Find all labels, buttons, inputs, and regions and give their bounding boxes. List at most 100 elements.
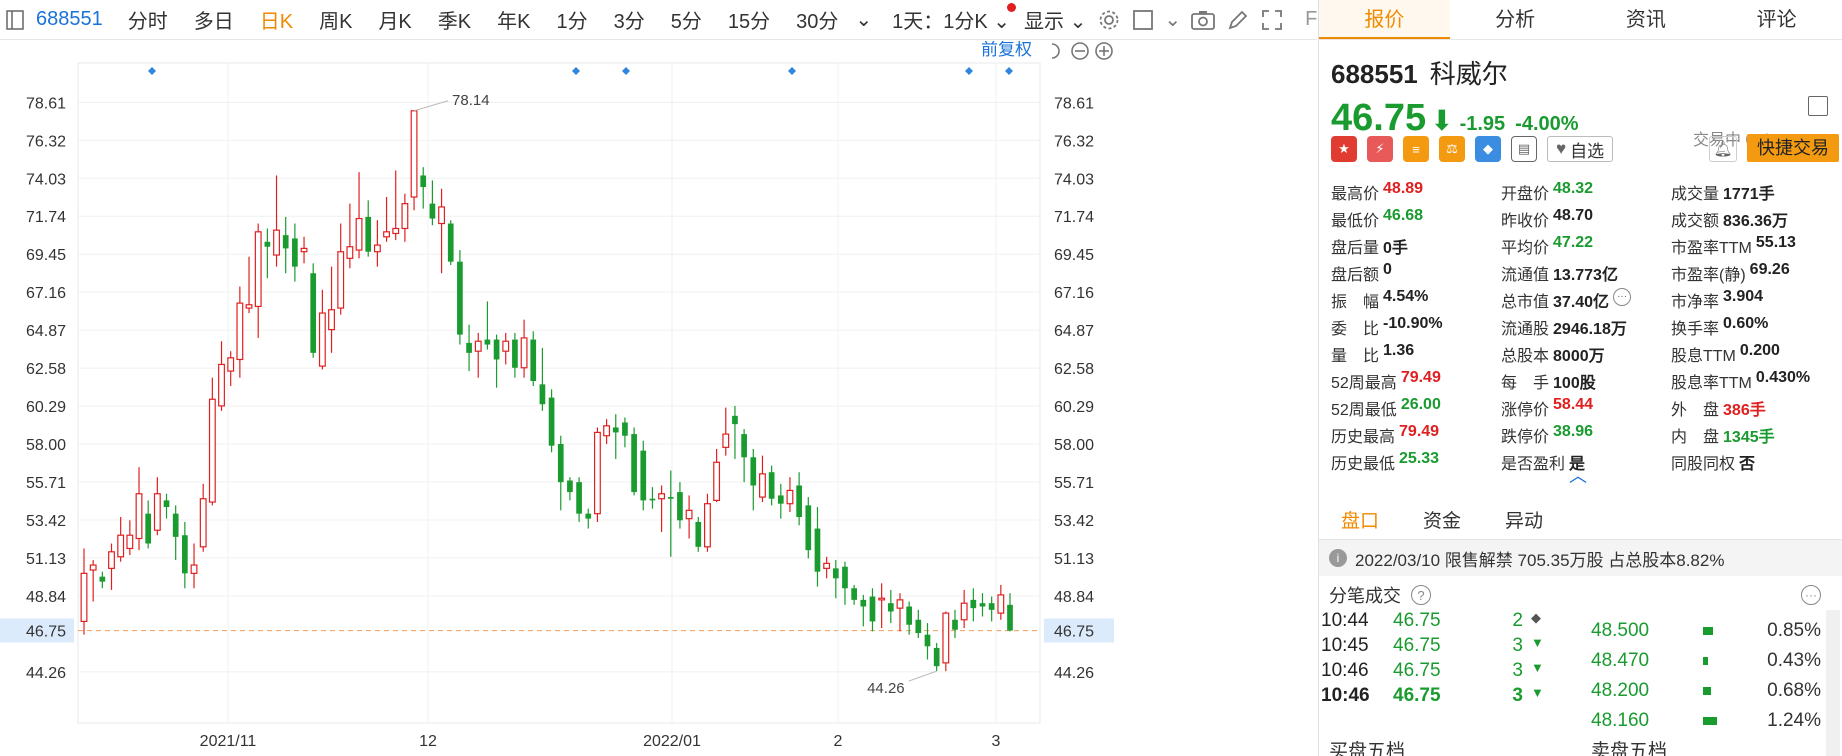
candle-body-up[interactable] [328,309,335,331]
menu-list-icon[interactable] [1808,96,1828,116]
period-tab-3[interactable]: 周K [319,11,353,33]
candle-body-down[interactable] [695,521,702,547]
candle-body-up[interactable] [960,602,968,621]
candle-body-down[interactable] [163,500,170,508]
candle-body-up[interactable] [823,562,831,569]
more-periods-dropdown[interactable]: ⌄ [855,9,873,31]
candle-body-down[interactable] [484,339,491,345]
candle-body-down[interactable] [814,528,821,572]
candle-body-up[interactable] [117,534,125,558]
candle-body-up[interactable] [722,433,730,448]
china-flag-icon[interactable]: ★ [1331,136,1357,162]
detail-tab-0[interactable]: 盘口 [1341,511,1380,532]
quote-tab-1[interactable]: 分析 [1495,9,1536,31]
add-watchlist-button[interactable]: ♥ 自选 [1547,136,1614,162]
more-dots-icon[interactable]: ··· [1801,585,1821,605]
quote-tab-3[interactable]: 评论 [1756,9,1797,31]
layout-dropdown[interactable]: ⌄ [1164,9,1182,31]
candle-body-up[interactable] [896,599,904,609]
candle-body-down[interactable] [640,450,647,501]
candle-body-down[interactable] [557,444,564,483]
candle-body-up[interactable] [108,551,115,569]
candle-body-up[interactable] [878,597,886,601]
candle-body-up[interactable] [318,312,326,367]
lightning-icon[interactable]: ⚡ [1367,136,1393,162]
scale-icon[interactable]: ⚖ [1439,136,1465,162]
candle-body-down[interactable] [768,472,775,499]
candle-body-down[interactable] [145,513,152,544]
candle-body-down[interactable] [567,480,573,493]
candle-body-up[interactable] [392,227,400,235]
candle-body-up[interactable] [254,231,262,308]
candle-body-down[interactable] [750,457,757,486]
candle-body-up[interactable] [713,461,721,501]
candle-body-up[interactable] [786,489,794,505]
candle-body-down[interactable] [933,647,940,667]
candle-body-down[interactable] [732,415,738,425]
candle-body-down[interactable] [182,535,188,574]
candle-body-down[interactable] [576,482,582,514]
candle-body-down[interactable] [457,261,463,335]
period-tab-6[interactable]: 年K [497,11,531,33]
candle-body-up[interactable] [759,473,766,498]
candle-body-down[interactable] [741,434,747,458]
candle-body-down[interactable] [924,634,931,647]
adjust-mode-button[interactable]: 前复权 [981,40,1032,59]
candle-body-down[interactable] [832,568,839,579]
detail-tab-2[interactable]: 异动 [1505,511,1544,532]
range-select[interactable]: 1天：1分K ⌄ [884,3,1018,34]
candle-body-up[interactable] [373,244,381,253]
kline-svg[interactable]: 78.61 78.61 76.32 76.32 74.03 74.03 71.74 71.74… [0,40,1317,756]
candle-body-up[interactable] [218,363,225,407]
candle-body-up[interactable] [346,246,354,259]
period-tab-10[interactable]: 15分 [727,11,771,33]
draw-pen-icon[interactable] [1227,7,1249,33]
candle-body-up[interactable] [502,340,510,352]
candle-body-down[interactable] [466,342,472,353]
candle-body-down[interactable] [292,238,298,267]
candle-body-up[interactable] [199,498,207,548]
period-tab-11[interactable]: 30分 [796,11,839,33]
candle-body-down[interactable] [979,603,986,607]
candle-body-up[interactable] [245,304,253,309]
candle-body-down[interactable] [860,599,867,607]
stock-code-label[interactable]: 688551 [36,8,103,30]
candle-body-down[interactable] [869,596,876,622]
candle-body-down[interactable] [805,505,812,551]
settings-gear-icon[interactable] [1098,7,1120,33]
candle-body-up[interactable] [80,572,88,623]
candle-body-down[interactable] [548,397,555,446]
candle-body-down[interactable] [1007,604,1013,631]
period-tab-4[interactable]: 月K [378,11,412,33]
candle-body-up[interactable] [273,229,280,256]
candle-body-up[interactable] [383,231,390,238]
period-tab-9[interactable]: 5分 [670,11,702,33]
candle-body-up[interactable] [208,398,216,503]
bell-icon[interactable]: 🔔︎ [1709,136,1737,162]
candle-body-down[interactable] [493,339,500,360]
candle-body-up[interactable] [942,612,950,664]
candle-body-up[interactable] [520,337,528,369]
candle-body-down[interactable] [796,485,802,517]
event-marker-icon[interactable] [148,67,156,75]
more-circle-icon[interactable]: ··· [1613,287,1632,306]
candle-body-down[interactable] [906,606,912,625]
period-tab-1[interactable]: 多日 [193,11,234,33]
candle-body-down[interactable] [429,203,436,219]
candle-body-up[interactable] [126,534,134,550]
candle-body-up[interactable] [355,217,363,251]
candle-body-down[interactable] [677,492,683,521]
candle-body-up[interactable] [227,357,235,372]
candle-body-down[interactable] [310,273,317,353]
candle-body-up[interactable] [89,564,97,571]
undo-icon[interactable] [1051,43,1060,59]
candle-body-down[interactable] [420,175,427,188]
candle-body-down[interactable] [282,235,289,249]
candle-body-up[interactable] [190,564,198,574]
quote-tab-0[interactable]: 报价 [1319,0,1450,39]
candle-body-down[interactable] [915,619,922,634]
candle-body-up[interactable] [603,425,611,437]
zoom-in-icon[interactable] [1095,42,1113,60]
candle-body-down[interactable] [988,603,995,610]
period-tab-2[interactable]: 日K [259,11,294,33]
